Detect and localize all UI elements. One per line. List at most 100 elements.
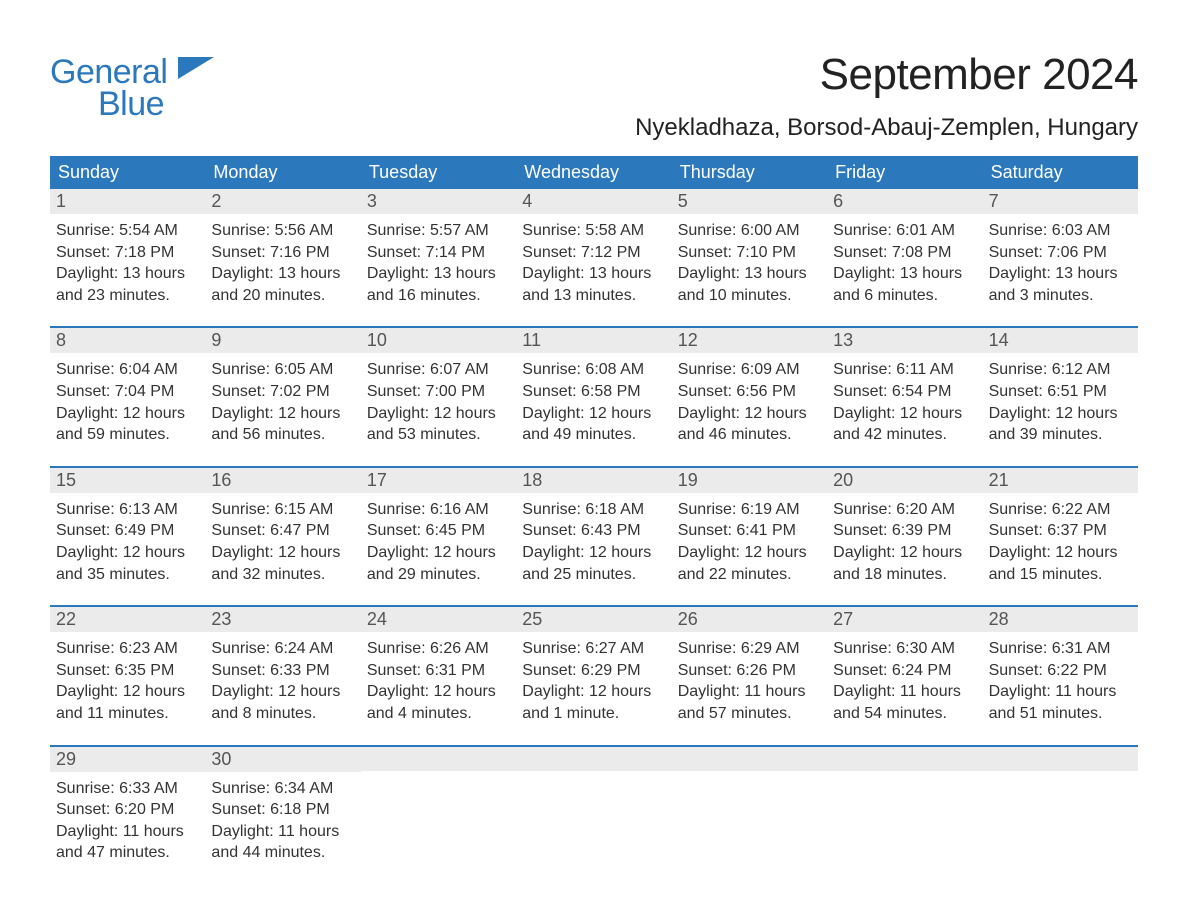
sunset-line: Sunset: 6:24 PM [833, 660, 976, 682]
daylight-line-2: and 53 minutes. [367, 424, 510, 446]
day-number-row: 30 [205, 747, 360, 772]
calendar-day: 7Sunrise: 6:03 AMSunset: 7:06 PMDaylight… [983, 189, 1138, 326]
daylight-line-2: and 49 minutes. [522, 424, 665, 446]
day-number-row: 25 [516, 607, 671, 632]
daylight-line-1: Daylight: 12 hours [678, 542, 821, 564]
calendar-week: 29 Sunrise: 6:33 AMSunset: 6:20 PMDayligh… [50, 745, 1138, 884]
calendar-day: 27 Sunrise: 6:30 AMSunset: 6:24 PMDayligh… [827, 607, 982, 744]
sunset-line: Sunset: 6:51 PM [989, 381, 1132, 403]
sunset-line: Sunset: 6:54 PM [833, 381, 976, 403]
day-number: 9 [211, 330, 221, 350]
day-number-row: 3 [361, 189, 516, 214]
day-content: Sunrise: 6:30 AMSunset: 6:24 PMDaylight:… [827, 632, 982, 744]
day-number: 24 [367, 609, 387, 629]
day-number-row: 1 [50, 189, 205, 214]
day-content: Sunrise: 5:57 AMSunset: 7:14 PMDaylight:… [361, 214, 516, 326]
daylight-line-1: Daylight: 12 hours [56, 542, 199, 564]
calendar-day: 2Sunrise: 5:56 AMSunset: 7:16 PMDaylight… [205, 189, 360, 326]
daylight-line-2: and 13 minutes. [522, 285, 665, 307]
weekday-header-row: Sunday Monday Tuesday Wednesday Thursday… [50, 156, 1138, 189]
sunrise-line: Sunrise: 6:27 AM [522, 638, 665, 660]
sunset-line: Sunset: 6:39 PM [833, 520, 976, 542]
calendar-day: 16Sunrise: 6:15 AMSunset: 6:47 PMDayligh… [205, 468, 360, 605]
sunrise-line: Sunrise: 5:56 AM [211, 220, 354, 242]
day-number: 18 [522, 470, 542, 490]
calendar-day: 29 Sunrise: 6:33 AMSunset: 6:20 PMDayligh… [50, 747, 205, 884]
daylight-line-2: and 18 minutes. [833, 564, 976, 586]
sunset-line: Sunset: 7:06 PM [989, 242, 1132, 264]
daylight-line-1: Daylight: 12 hours [211, 403, 354, 425]
day-number-row: 22 [50, 607, 205, 632]
calendar-day: 6Sunrise: 6:01 AMSunset: 7:08 PMDaylight… [827, 189, 982, 326]
daylight-line-1: Daylight: 12 hours [678, 403, 821, 425]
day-number: 10 [367, 330, 387, 350]
calendar-day: 15Sunrise: 6:13 AMSunset: 6:49 PMDayligh… [50, 468, 205, 605]
daylight-line-1: Daylight: 12 hours [989, 403, 1132, 425]
day-number: 14 [989, 330, 1009, 350]
day-content: Sunrise: 6:16 AMSunset: 6:45 PMDaylight:… [361, 493, 516, 605]
day-content: Sunrise: 6:29 AMSunset: 6:26 PMDaylight:… [672, 632, 827, 744]
day-number-row [672, 747, 827, 771]
day-content: Sunrise: 6:18 AMSunset: 6:43 PMDaylight:… [516, 493, 671, 605]
day-content: Sunrise: 5:58 AMSunset: 7:12 PMDaylight:… [516, 214, 671, 326]
day-number-row: 7 [983, 189, 1138, 214]
daylight-line-2: and 44 minutes. [211, 842, 354, 864]
day-content [516, 771, 671, 797]
daylight-line-2: and 59 minutes. [56, 424, 199, 446]
day-number: 12 [678, 330, 698, 350]
sunrise-line: Sunrise: 6:19 AM [678, 499, 821, 521]
day-number: 20 [833, 470, 853, 490]
sunrise-line: Sunrise: 5:54 AM [56, 220, 199, 242]
day-number-row: 13 [827, 328, 982, 353]
calendar-day: 13Sunrise: 6:11 AMSunset: 6:54 PMDayligh… [827, 328, 982, 465]
daylight-line-2: and 35 minutes. [56, 564, 199, 586]
day-content [983, 771, 1138, 797]
sunset-line: Sunset: 6:43 PM [522, 520, 665, 542]
calendar-week: 1Sunrise: 5:54 AMSunset: 7:18 PMDaylight… [50, 189, 1138, 326]
sunset-line: Sunset: 6:37 PM [989, 520, 1132, 542]
sunset-line: Sunset: 6:41 PM [678, 520, 821, 542]
sunset-line: Sunset: 7:16 PM [211, 242, 354, 264]
daylight-line-1: Daylight: 12 hours [833, 403, 976, 425]
day-content [672, 771, 827, 797]
weekday-monday: Monday [205, 156, 360, 189]
day-content: Sunrise: 6:12 AMSunset: 6:51 PMDaylight:… [983, 353, 1138, 465]
calendar-day: 19Sunrise: 6:19 AMSunset: 6:41 PMDayligh… [672, 468, 827, 605]
daylight-line-2: and 10 minutes. [678, 285, 821, 307]
daylight-line-1: Daylight: 12 hours [367, 403, 510, 425]
title-block: September 2024 Nyekladhaza, Borsod-Abauj… [635, 50, 1138, 142]
day-number: 6 [833, 191, 843, 211]
day-number: 3 [367, 191, 377, 211]
day-number: 17 [367, 470, 387, 490]
day-number: 15 [56, 470, 76, 490]
daylight-line-1: Daylight: 12 hours [56, 403, 199, 425]
day-content: Sunrise: 6:27 AMSunset: 6:29 PMDaylight:… [516, 632, 671, 744]
daylight-line-1: Daylight: 12 hours [833, 542, 976, 564]
daylight-line-1: Daylight: 11 hours [56, 821, 199, 843]
day-number: 29 [56, 749, 76, 769]
sunrise-line: Sunrise: 6:20 AM [833, 499, 976, 521]
day-content: Sunrise: 6:24 AMSunset: 6:33 PMDaylight:… [205, 632, 360, 744]
daylight-line-2: and 22 minutes. [678, 564, 821, 586]
calendar-day: 8Sunrise: 6:04 AMSunset: 7:04 PMDaylight… [50, 328, 205, 465]
daylight-line-2: and 54 minutes. [833, 703, 976, 725]
day-number-row: 28 [983, 607, 1138, 632]
daylight-line-1: Daylight: 11 hours [678, 681, 821, 703]
day-number-row: 20 [827, 468, 982, 493]
sunset-line: Sunset: 6:18 PM [211, 799, 354, 821]
sunset-line: Sunset: 6:45 PM [367, 520, 510, 542]
day-content: Sunrise: 6:03 AMSunset: 7:06 PMDaylight:… [983, 214, 1138, 326]
day-number: 11 [522, 330, 541, 350]
sunrise-line: Sunrise: 6:12 AM [989, 359, 1132, 381]
sunset-line: Sunset: 6:35 PM [56, 660, 199, 682]
day-content: Sunrise: 6:08 AMSunset: 6:58 PMDaylight:… [516, 353, 671, 465]
weekday-wednesday: Wednesday [516, 156, 671, 189]
day-content: Sunrise: 6:33 AMSunset: 6:20 PMDaylight:… [50, 772, 205, 884]
sunrise-line: Sunrise: 6:18 AM [522, 499, 665, 521]
calendar: Sunday Monday Tuesday Wednesday Thursday… [50, 156, 1138, 884]
calendar-day: 3 Sunrise: 5:57 AMSunset: 7:14 PMDaylight… [361, 189, 516, 326]
daylight-line-1: Daylight: 13 hours [367, 263, 510, 285]
day-number: 27 [833, 609, 853, 629]
location-subtitle: Nyekladhaza, Borsod-Abauj-Zemplen, Hunga… [635, 114, 1138, 142]
sunrise-line: Sunrise: 6:16 AM [367, 499, 510, 521]
